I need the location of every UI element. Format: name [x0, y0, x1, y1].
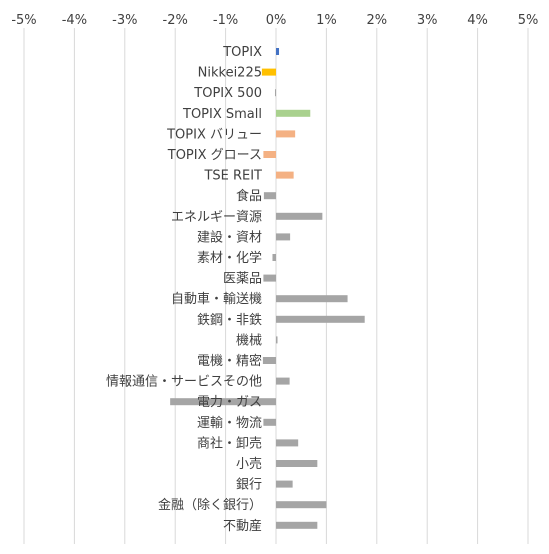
bar — [276, 460, 318, 467]
bar — [262, 357, 276, 364]
category-label: TOPIX — [222, 45, 262, 60]
bar — [261, 68, 276, 76]
category-label: 情報通信・サービスその他 — [106, 375, 262, 390]
bar — [276, 336, 278, 344]
category-label: 不動産 — [223, 518, 262, 534]
category-label: 商社・卸売 — [197, 435, 262, 451]
bar — [276, 377, 290, 385]
bar — [272, 254, 276, 261]
category-label: 小売 — [236, 456, 262, 472]
x-tick-label: 2% — [366, 13, 387, 28]
bar — [276, 480, 293, 488]
category-label: 金融（除く銀行） — [158, 497, 262, 513]
bar — [276, 521, 318, 529]
bars — [170, 48, 365, 529]
x-tick-label: -3% — [112, 13, 137, 28]
category-label: 運輸・物流 — [197, 416, 262, 431]
category-label: TOPIX グロース — [167, 148, 262, 163]
x-tick-label: 1% — [316, 13, 337, 28]
bar — [276, 130, 296, 138]
x-tick-label: 5% — [518, 13, 539, 28]
bar — [276, 212, 323, 220]
bar — [276, 171, 294, 179]
x-axis-tick-labels: -5% -4% -3% -2% -1% 0% 1% 2% 3% 4% 5% — [11, 13, 538, 28]
bar — [263, 274, 276, 282]
bar — [263, 151, 276, 158]
bar — [276, 109, 311, 117]
x-tick-label: -5% — [11, 13, 36, 28]
bar — [276, 315, 365, 323]
category-labels: TOPIX Nikkei225 TOPIX 500 TOPIX Small TOPIX … — [106, 45, 262, 534]
category-label: 自動車・輸送機 — [171, 292, 262, 307]
category-label: 食品 — [236, 188, 262, 204]
x-tick-label: 3% — [417, 13, 438, 28]
bar — [276, 501, 327, 509]
category-label: エネルギー資源 — [171, 210, 262, 225]
category-label: 電力・ガス — [197, 395, 262, 410]
category-label: 鉄鋼・非鉄 — [197, 313, 262, 328]
category-label: 素材・化学 — [197, 250, 262, 266]
bar — [274, 89, 276, 97]
category-label: 建設・資材 — [197, 229, 262, 245]
category-label: TOPIX Small — [182, 107, 262, 122]
category-label: Nikkei225 — [198, 66, 262, 81]
category-label: 銀行 — [236, 478, 262, 493]
bar — [276, 295, 348, 303]
bar — [276, 48, 280, 55]
category-label: 機械 — [236, 333, 262, 348]
category-label: TOPIX バリュー — [166, 127, 262, 142]
bar — [276, 439, 299, 447]
bar — [263, 192, 276, 200]
x-tick-label: -2% — [163, 13, 188, 28]
category-label: TOPIX 500 — [193, 86, 262, 101]
category-label: TSE REIT — [203, 169, 262, 184]
x-tick-label: 0% — [266, 13, 287, 28]
bar — [263, 418, 276, 426]
x-tick-label: -1% — [213, 13, 238, 28]
bar — [276, 233, 291, 241]
x-tick-label: 4% — [467, 13, 488, 28]
bar — [170, 398, 276, 406]
x-tick-label: -4% — [62, 13, 87, 28]
category-label: 医薬品 — [223, 272, 262, 287]
category-label: 電機・精密 — [197, 353, 262, 369]
